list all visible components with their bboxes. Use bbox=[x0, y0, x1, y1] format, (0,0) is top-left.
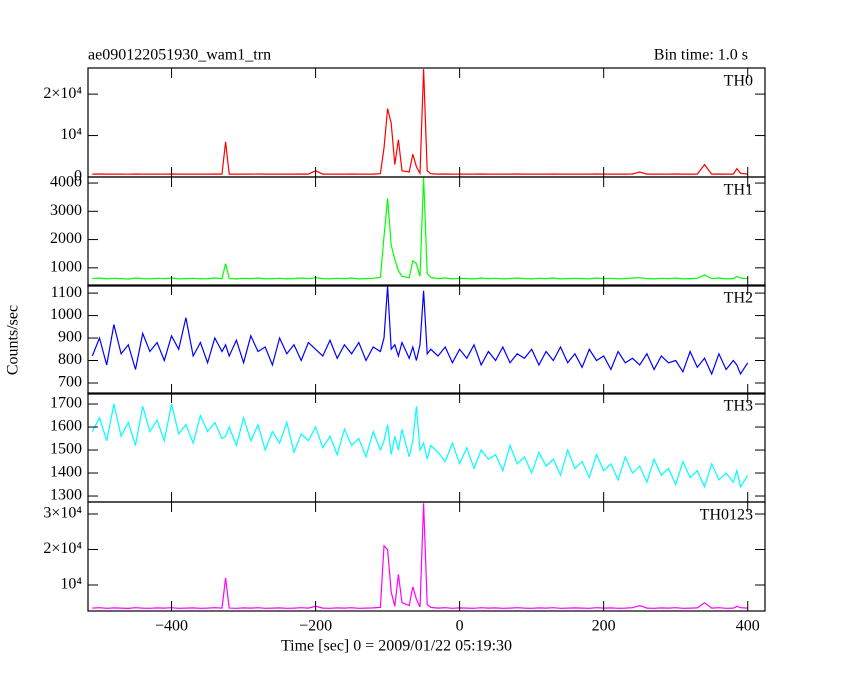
y-tick-label: 1100 bbox=[51, 284, 82, 301]
legend-label: TH1 bbox=[724, 182, 753, 199]
panel-frame bbox=[87, 284, 766, 395]
bin-time: Bin time: 1.0 s bbox=[654, 47, 748, 64]
panel-frame bbox=[87, 176, 766, 287]
data-line bbox=[92, 503, 748, 610]
y-tick-label: 1500 bbox=[50, 441, 82, 458]
x-tick-label: 0 bbox=[456, 618, 464, 635]
y-tick-label: 1000 bbox=[50, 259, 82, 276]
x-tick-label: 400 bbox=[736, 618, 760, 635]
y-tick-label: 2000 bbox=[50, 230, 82, 247]
data-line bbox=[92, 69, 748, 176]
panel-frame bbox=[87, 501, 766, 612]
y-tick-label: 1300 bbox=[50, 487, 82, 504]
x-tick-label: −200 bbox=[299, 618, 332, 635]
y-tick-label: 10⁴ bbox=[60, 576, 82, 593]
chart-title: ae090122051930_wam1_trn bbox=[88, 47, 271, 64]
x-tick-label: −400 bbox=[155, 618, 188, 635]
x-tick-label: 200 bbox=[592, 618, 616, 635]
y-axis-label: Counts/sec bbox=[5, 305, 22, 375]
y-tick-label: 900 bbox=[58, 329, 82, 346]
y-tick-label: 2×10⁴ bbox=[43, 85, 82, 102]
x-axis-label: Time [sec] 0 = 2009/01/22 05:19:30 bbox=[281, 638, 512, 655]
y-tick-label: 1700 bbox=[50, 395, 82, 412]
y-tick-label: 3000 bbox=[50, 202, 82, 219]
data-line bbox=[91, 403, 749, 489]
y-tick-label: 3×10⁴ bbox=[43, 505, 82, 522]
y-tick-label: 2×10⁴ bbox=[43, 540, 82, 557]
legend-label: TH0 bbox=[724, 73, 753, 90]
data-line bbox=[92, 177, 748, 280]
legend-label: TH2 bbox=[724, 290, 753, 307]
y-tick-label: 0 bbox=[74, 168, 82, 185]
y-tick-label: 4000 bbox=[50, 174, 82, 191]
legend-label: TH3 bbox=[724, 398, 753, 415]
y-tick-label: 10⁴ bbox=[60, 126, 82, 143]
legend-label: TH0123 bbox=[700, 507, 753, 524]
y-tick-label: 700 bbox=[58, 374, 82, 391]
y-tick-label: 1600 bbox=[50, 418, 82, 435]
panel-frame bbox=[87, 392, 766, 503]
y-tick-label: 1400 bbox=[50, 464, 82, 481]
data-line bbox=[91, 286, 749, 376]
y-tick-label: 1000 bbox=[50, 306, 82, 323]
y-tick-label: 800 bbox=[58, 351, 82, 368]
